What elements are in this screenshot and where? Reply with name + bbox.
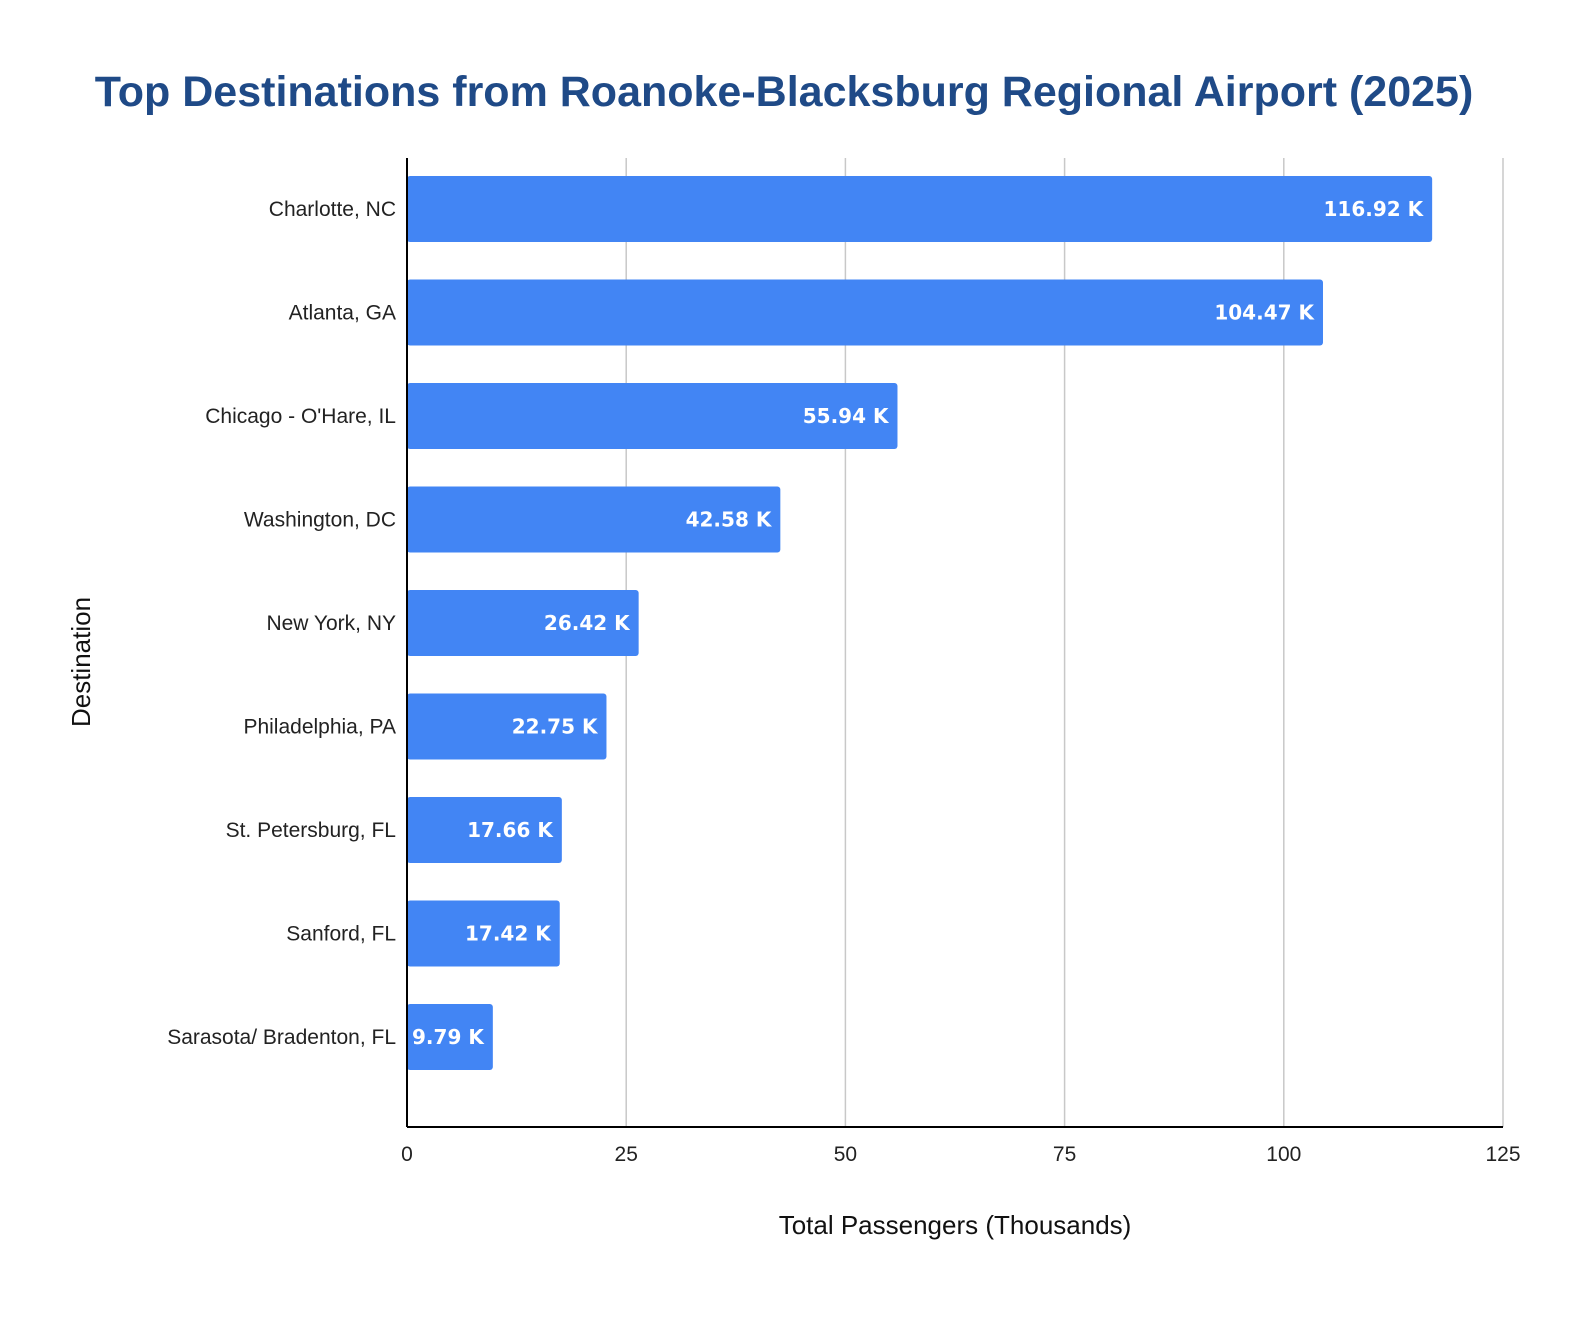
x-tick-label: 75 xyxy=(1053,1143,1076,1166)
labels: 0 25 50 75 100 125 Charlotte, NC 116.92 K Atlant… xyxy=(167,197,1520,1166)
axes xyxy=(406,158,1503,1128)
y-category-label: Sanford, FL xyxy=(286,923,396,946)
data-label: 22.75 K xyxy=(512,715,599,739)
bar xyxy=(407,797,562,863)
x-axis-title: Total Passengers (Thousands) xyxy=(779,1210,1132,1240)
data-label: 17.42 K xyxy=(465,922,552,946)
data-label: 116.92 K xyxy=(1324,197,1425,221)
bar xyxy=(407,383,898,449)
bar xyxy=(407,590,639,656)
data-label: 17.66 K xyxy=(467,818,554,842)
x-tick-label: 50 xyxy=(834,1143,857,1166)
x-tick-label: 100 xyxy=(1266,1143,1301,1166)
bars xyxy=(407,176,1433,1070)
y-axis-title: Destination xyxy=(66,597,96,727)
chart-title: Top Destinations from Roanoke-Blacksburg… xyxy=(95,68,1474,116)
y-category-label: Chicago - O'Hare, IL xyxy=(205,405,396,428)
bar xyxy=(407,486,781,553)
bar xyxy=(407,1004,493,1070)
x-tick-label: 125 xyxy=(1485,1143,1520,1166)
x-tick-label: 0 xyxy=(401,1143,413,1166)
bar xyxy=(407,279,1323,346)
y-category-label: St. Petersburg, FL xyxy=(226,819,396,842)
y-category-label: Philadelphia, PA xyxy=(243,716,396,739)
data-label: 9.79 K xyxy=(412,1025,485,1049)
bar xyxy=(407,900,560,967)
data-label: 104.47 K xyxy=(1214,301,1315,325)
bar xyxy=(407,693,607,760)
y-category-label: Atlanta, GA xyxy=(289,302,396,325)
y-category-label: Charlotte, NC xyxy=(269,198,396,221)
y-category-label: Sarasota/ Bradenton, FL xyxy=(167,1026,396,1049)
data-label: 55.94 K xyxy=(803,404,890,428)
data-label: 26.42 K xyxy=(544,611,631,635)
y-category-label: Washington, DC xyxy=(244,509,396,532)
bar xyxy=(407,176,1433,242)
data-label: 42.58 K xyxy=(686,508,773,532)
x-tick-label: 25 xyxy=(615,1143,638,1166)
y-category-label: New York, NY xyxy=(266,612,396,635)
